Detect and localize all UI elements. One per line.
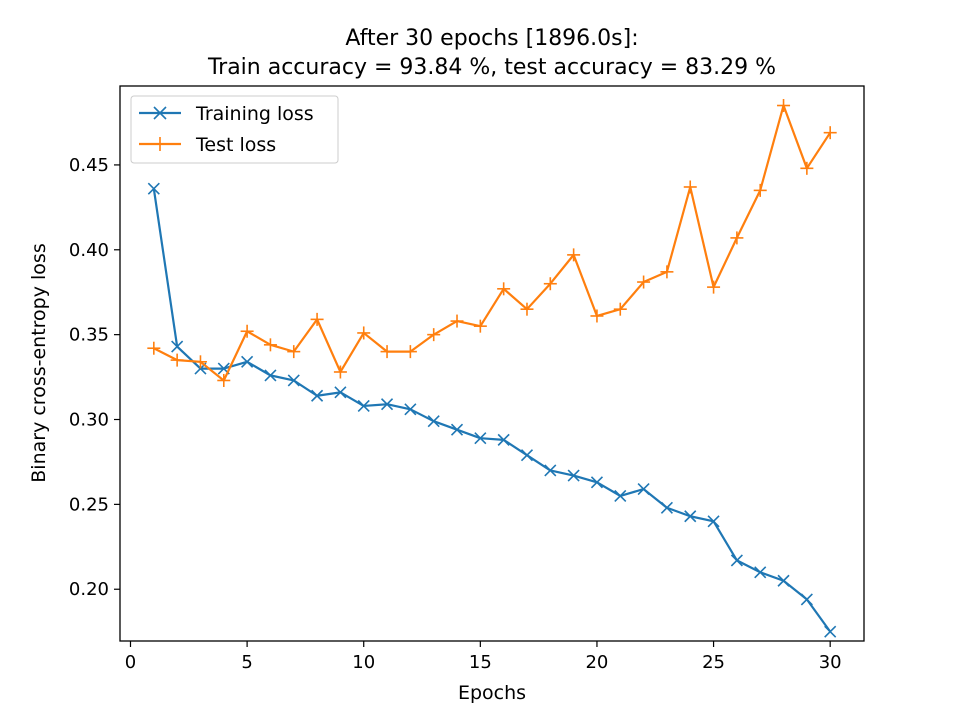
data-point-test-loss	[753, 183, 767, 197]
legend-marker-training	[153, 106, 167, 120]
chart-title-line-2: Train accuracy = 93.84 %, test accuracy …	[207, 55, 776, 80]
x-tick-label: 20	[585, 652, 608, 673]
data-point-test-loss	[730, 231, 744, 245]
legend-box	[130, 95, 339, 164]
data-point-training-loss	[404, 403, 417, 416]
data-point-test-loss	[613, 302, 627, 316]
data-point-training-loss	[287, 374, 300, 387]
series-line-training-loss	[152, 188, 832, 633]
data-point-test-loss	[357, 326, 371, 340]
y-tick-label: 0.25	[69, 494, 109, 515]
y-axis-label: Binary cross-entropy loss	[28, 243, 50, 482]
legend: Training loss Test loss	[130, 95, 339, 164]
data-point-training-loss	[171, 340, 184, 353]
data-point-training-loss	[824, 625, 837, 638]
data-point-training-loss	[730, 554, 743, 567]
data-point-training-loss	[427, 415, 440, 428]
data-point-training-loss	[264, 369, 277, 382]
data-point-training-loss	[754, 566, 767, 579]
data-point-training-loss	[450, 423, 464, 436]
data-point-test-loss	[567, 248, 581, 262]
data-point-test-loss	[147, 341, 161, 355]
data-point-test-loss	[450, 314, 464, 328]
data-point-training-loss	[800, 593, 813, 606]
y-axis: 0.20 0.25 0.30 0.35 0.40 0.45	[69, 155, 120, 600]
x-tick-label: 10	[352, 652, 375, 673]
data-point-training-loss	[520, 449, 534, 462]
data-point-training-loss	[660, 501, 673, 514]
x-tick-label: 30	[819, 652, 842, 673]
data-point-training-loss	[241, 355, 254, 368]
data-point-test-loss	[380, 345, 394, 359]
data-point-test-loss	[777, 99, 791, 113]
data-point-test-loss	[497, 282, 511, 296]
data-point-test-loss	[590, 309, 604, 323]
data-point-training-loss	[380, 398, 394, 411]
data-point-test-loss	[333, 365, 347, 379]
x-tick-label: 0	[125, 652, 136, 673]
data-point-test-loss	[543, 277, 557, 291]
data-point-test-loss	[707, 280, 721, 294]
data-point-training-loss	[357, 399, 370, 412]
data-point-training-loss	[567, 469, 580, 482]
data-point-test-loss	[520, 302, 534, 316]
legend-label-training: Training loss	[195, 103, 314, 125]
plot-frame	[119, 85, 865, 642]
data-point-test-loss	[310, 312, 324, 326]
series-line-test-loss	[153, 104, 832, 382]
y-tick-label: 0.20	[69, 579, 109, 600]
data-point-test-loss	[637, 275, 651, 289]
y-tick-label: 0.40	[69, 240, 109, 261]
data-point-training-loss	[637, 483, 650, 496]
data-point-test-loss	[683, 180, 697, 194]
data-point-test-loss	[170, 353, 184, 367]
legend-marker-test	[153, 137, 167, 151]
data-point-test-loss	[263, 338, 277, 352]
y-tick-label: 0.35	[69, 325, 109, 346]
data-point-test-loss	[800, 161, 814, 175]
x-axis-label: Epochs	[458, 682, 526, 704]
data-point-training-loss	[311, 389, 324, 402]
data-point-training-loss	[497, 433, 510, 446]
data-point-training-loss	[544, 464, 557, 477]
data-point-training-loss	[474, 432, 487, 445]
data-point-test-loss	[660, 265, 674, 279]
y-tick-label: 0.45	[69, 155, 109, 176]
data-point-training-loss	[777, 574, 790, 587]
data-point-test-loss	[240, 324, 254, 338]
data-point-training-loss	[614, 489, 627, 502]
series-layer	[147, 99, 837, 638]
data-point-test-loss	[287, 345, 301, 359]
data-point-training-loss	[590, 476, 604, 489]
x-tick-label: 5	[241, 652, 252, 673]
x-tick-label: 25	[702, 652, 725, 673]
data-point-training-loss	[334, 386, 347, 399]
x-axis: 0 5 10 15 20 25 30	[125, 641, 842, 673]
legend-label-test: Test loss	[195, 134, 276, 156]
data-point-test-loss	[427, 328, 441, 342]
data-point-training-loss	[707, 515, 720, 528]
y-tick-label: 0.30	[69, 410, 109, 431]
x-tick-label: 15	[469, 652, 492, 673]
data-point-test-loss	[823, 126, 837, 140]
chart-title-line-1: After 30 epochs [1896.0s]:	[345, 26, 638, 51]
data-point-test-loss	[473, 319, 487, 333]
data-point-test-loss	[217, 373, 231, 387]
data-point-training-loss	[684, 510, 697, 523]
data-point-training-loss	[147, 182, 160, 195]
data-point-test-loss	[193, 355, 207, 369]
data-point-test-loss	[403, 345, 417, 359]
